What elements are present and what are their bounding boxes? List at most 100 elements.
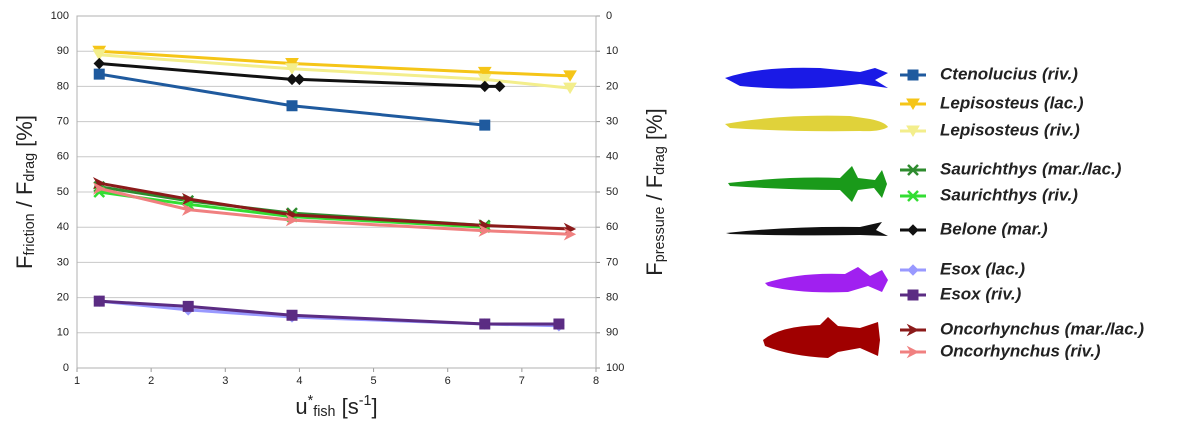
axis-label: u*fish [s-1]	[295, 393, 377, 419]
series-line	[99, 53, 571, 90]
legend-label: Belone (mar.)	[940, 219, 1048, 238]
legend-entry: Saurichthys (mar./lac.)	[900, 159, 1122, 178]
y2-tick-label: 100	[606, 362, 624, 374]
y2-tick-label: 30	[606, 116, 618, 128]
marker	[907, 224, 919, 236]
y2-tick-label: 10	[606, 45, 618, 57]
x-tick-label: 4	[296, 375, 302, 387]
y-tick-label: 0	[63, 362, 69, 374]
y-tick-label: 30	[57, 256, 69, 268]
axis-label-part: [%]	[12, 115, 37, 153]
legend-entry: Oncorhynchus (riv.)	[900, 341, 1101, 360]
y-tick-label: 90	[57, 45, 69, 57]
marker	[563, 70, 577, 82]
marker	[906, 323, 920, 337]
marker	[477, 73, 492, 86]
series-line	[99, 49, 571, 78]
marker	[286, 73, 298, 86]
axis-label-part: F	[12, 255, 37, 268]
fish-belone	[726, 222, 888, 236]
y2-tick-label: 70	[606, 256, 618, 268]
marker	[907, 264, 919, 276]
legend-label: Oncorhynchus (mar./lac.)	[940, 319, 1144, 338]
axis-label-part: fish	[313, 404, 335, 420]
legend-label: Ctenolucius (riv.)	[940, 64, 1078, 83]
marker	[286, 309, 298, 321]
legend-label: Esox (lac.)	[940, 259, 1025, 278]
axis-label-part: -1	[359, 393, 372, 409]
legend-label: Saurichthys (mar./lac.)	[940, 159, 1122, 178]
axis-label-part: drag	[652, 146, 668, 175]
legend-label: Saurichthys (riv.)	[940, 185, 1078, 204]
x-tick-label: 3	[222, 375, 228, 387]
marker	[907, 164, 919, 176]
y-tick-label: 10	[57, 327, 69, 339]
marker	[181, 203, 195, 216]
legend-entry: Lepisosteus (lac.)	[900, 93, 1084, 112]
marker	[479, 80, 491, 93]
marker	[92, 49, 107, 61]
marker	[92, 182, 106, 195]
marker	[493, 80, 506, 93]
marker	[285, 63, 299, 75]
fish-saurichthys	[728, 166, 887, 202]
y-tick-label: 50	[57, 186, 69, 198]
axis-label-part: friction	[22, 213, 38, 255]
y-tick-label: 40	[57, 221, 69, 233]
y-tick-label: 80	[57, 80, 69, 92]
marker	[907, 69, 919, 81]
legend-entry: Lepisosteus (riv.)	[900, 120, 1080, 139]
fish-esox	[765, 267, 888, 293]
marker	[907, 289, 919, 301]
x-tick-label: 7	[519, 375, 525, 387]
y-tick-label: 20	[57, 292, 69, 304]
marker	[563, 82, 577, 95]
fish-icons	[725, 67, 888, 358]
legend-entry: Belone (mar.)	[900, 219, 1048, 238]
legend-entry: Saurichthys (riv.)	[900, 185, 1078, 204]
marker	[906, 345, 920, 359]
axis-label-part: ]	[371, 394, 377, 419]
marker	[906, 98, 920, 110]
legend-entry: Esox (riv.)	[900, 284, 1022, 303]
y2-tick-label: 80	[606, 292, 618, 304]
axis-label-part: pressure	[652, 207, 668, 263]
marker	[93, 295, 105, 307]
axis-label: Ffriction / Fdrag [%]	[12, 115, 38, 269]
legend-label: Esox (riv.)	[940, 284, 1022, 303]
marker	[479, 119, 491, 131]
axis-label-part: u	[295, 394, 307, 419]
legend-entry: Esox (lac.)	[900, 259, 1025, 278]
y-tick-label: 100	[51, 10, 69, 22]
marker	[563, 228, 577, 241]
marker	[553, 318, 565, 330]
x-tick-label: 5	[371, 375, 377, 387]
x-tick-label: 2	[148, 375, 154, 387]
axis-label-part: F	[642, 262, 667, 275]
y2-tick-label: 20	[606, 80, 618, 92]
marker	[286, 100, 298, 112]
marker	[93, 68, 105, 80]
marker	[285, 213, 299, 227]
legend-label: Lepisosteus (lac.)	[940, 93, 1084, 112]
marker	[906, 125, 920, 137]
axis-label-part: / F	[642, 175, 667, 207]
y2-tick-label: 0	[606, 10, 612, 22]
legend-label: Lepisosteus (riv.)	[940, 120, 1080, 139]
marker	[907, 190, 919, 202]
axis-label-part: / F	[12, 182, 37, 214]
marker	[93, 57, 105, 70]
x-tick-label: 8	[593, 375, 599, 387]
marker	[478, 224, 491, 237]
axis-label-part: [%]	[642, 108, 667, 146]
marker	[293, 73, 306, 86]
axis-label-part: drag	[22, 153, 38, 182]
y2-tick-label: 90	[606, 327, 618, 339]
x-tick-label: 1	[74, 375, 80, 387]
plot-frame	[76, 15, 597, 369]
axis-label-part: *	[308, 393, 314, 409]
y-tick-label: 60	[57, 151, 69, 163]
legend-entry: Oncorhynchus (mar./lac.)	[900, 319, 1144, 338]
legend-entry: Ctenolucius (riv.)	[900, 64, 1078, 83]
